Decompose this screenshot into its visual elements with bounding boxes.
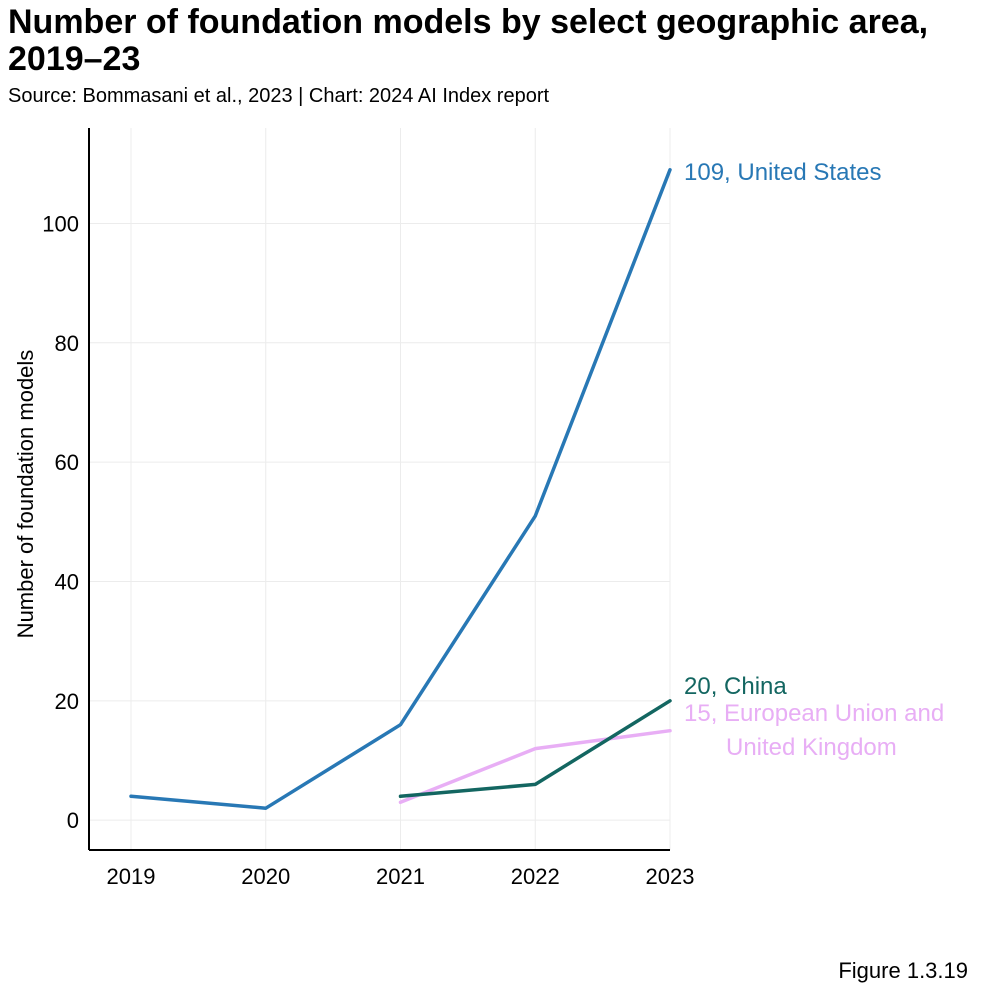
y-tick-label: 0 <box>67 808 79 833</box>
series-label-china: 20, China <box>684 673 787 700</box>
series-label-line: 20, China <box>684 673 787 700</box>
x-axis-ticks: 2019 2020 2021 2022 2023 <box>107 864 695 889</box>
y-tick-label: 100 <box>42 211 79 236</box>
y-axis-ticks: 0 20 40 60 80 100 <box>42 211 79 833</box>
series-line-european-union-and-united-kingdom <box>398 728 672 805</box>
series-label-european-union-and-united-kingdom: 15, European Union and United Kingdom <box>684 700 944 761</box>
line-chart: 0 20 40 60 80 100 2019 2020 2021 2022 2023 Number… <box>13 128 944 889</box>
series-label-line: United Kingdom <box>726 734 897 761</box>
series-line-china <box>398 699 672 799</box>
chart-source: Source: Bommasani et al., 2023 | Chart: … <box>8 85 550 107</box>
series-end-labels: 109, United States 15, European Union and… <box>684 159 944 761</box>
y-tick-label: 20 <box>55 689 79 714</box>
x-tick-label: 2022 <box>511 864 560 889</box>
axes <box>88 128 670 851</box>
series-label-united-states: 109, United States <box>684 159 881 186</box>
x-tick-label: 2019 <box>107 864 156 889</box>
y-tick-label: 80 <box>55 331 79 356</box>
x-tick-label: 2020 <box>241 864 290 889</box>
x-tick-label: 2023 <box>646 864 695 889</box>
figure-number: Figure 1.3.19 <box>838 958 968 983</box>
series-line-united-states <box>129 168 672 810</box>
x-tick-label: 2021 <box>376 864 425 889</box>
y-axis-title: Number of foundation models <box>13 350 38 639</box>
gridlines <box>89 128 671 850</box>
y-tick-label: 60 <box>55 450 79 475</box>
series-lines <box>129 168 672 810</box>
series-label-line: 109, United States <box>684 159 881 186</box>
series-label-line: 15, European Union and <box>684 700 944 727</box>
y-tick-label: 40 <box>55 569 79 594</box>
chart-title: Number of foundation models by select ge… <box>8 3 929 78</box>
